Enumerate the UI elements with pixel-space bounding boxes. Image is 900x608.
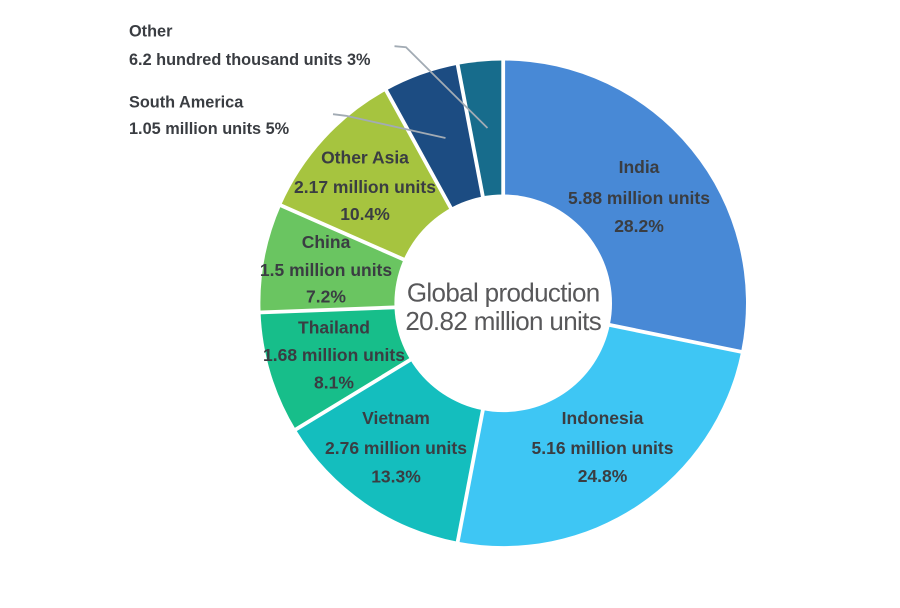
svg-text:28.2%: 28.2% (614, 216, 664, 236)
svg-text:5.16 million units: 5.16 million units (532, 438, 674, 458)
svg-text:13.3%: 13.3% (371, 467, 421, 487)
svg-text:Indonesia: Indonesia (562, 408, 644, 428)
svg-text:Thailand: Thailand (298, 318, 370, 338)
svg-text:Other: Other (129, 23, 173, 41)
svg-text:2.17 million units: 2.17 million units (294, 177, 436, 197)
svg-text:8.1%: 8.1% (314, 373, 354, 393)
svg-text:1.68 million units: 1.68 million units (263, 345, 405, 365)
svg-text:10.4%: 10.4% (340, 204, 390, 224)
svg-text:South America: South America (129, 94, 244, 112)
svg-text:2.76 million units: 2.76 million units (325, 438, 467, 458)
svg-text:24.8%: 24.8% (578, 466, 628, 486)
svg-text:India: India (619, 157, 660, 177)
svg-text:20.82 million units: 20.82 million units (405, 306, 601, 336)
svg-text:Vietnam: Vietnam (362, 408, 430, 428)
svg-text:5.88 million units: 5.88 million units (568, 188, 710, 208)
svg-text:Global production: Global production (407, 278, 600, 308)
svg-text:6.2 hundred thousand units 3%: 6.2 hundred thousand units 3% (129, 51, 371, 69)
svg-text:China: China (302, 232, 351, 252)
svg-text:1.05 million units 5%: 1.05 million units 5% (129, 120, 290, 138)
svg-text:7.2%: 7.2% (306, 287, 346, 307)
svg-text:Other Asia: Other Asia (321, 148, 409, 168)
svg-text:1.5 million units: 1.5 million units (260, 260, 393, 280)
